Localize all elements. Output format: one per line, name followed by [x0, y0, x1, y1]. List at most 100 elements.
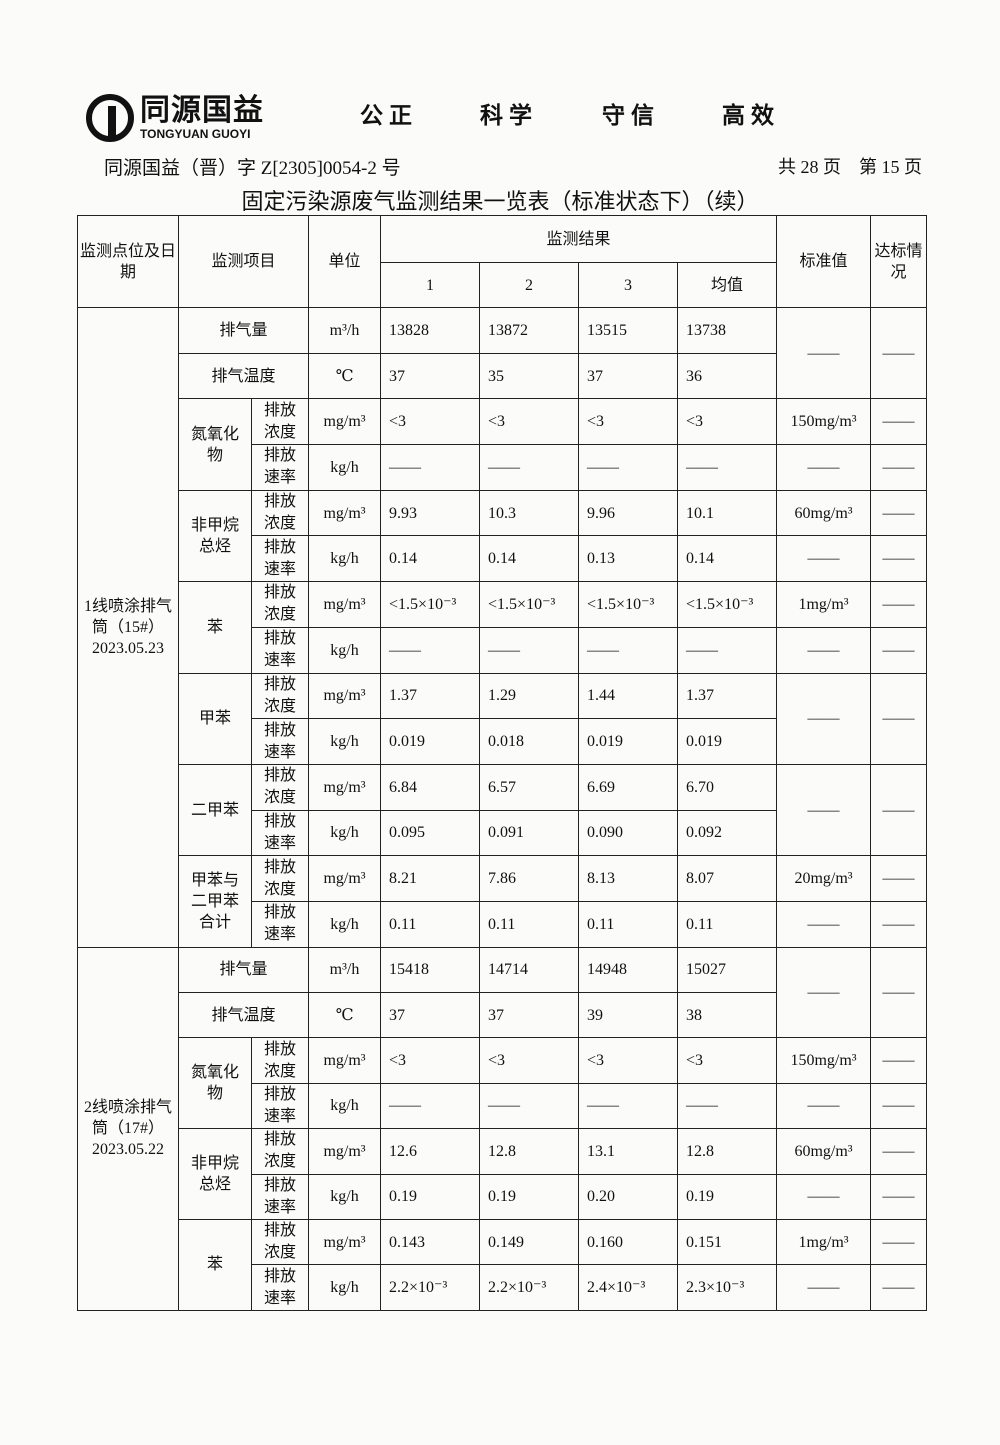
value-cell: 2.2×10⁻³ [479, 1264, 580, 1311]
item-name: 非甲烷总烃 [178, 1128, 252, 1220]
value-cell: —— [578, 1082, 679, 1130]
value-cell: 8.07 [677, 855, 778, 902]
value-cell: —— [479, 444, 580, 491]
unit-cell: kg/h [308, 1173, 382, 1220]
item-sub: 排放速率 [250, 809, 310, 857]
value-cell: 35 [479, 352, 580, 400]
logo-icon [86, 94, 134, 142]
value-cell: 37 [479, 992, 580, 1039]
value-cell: 12.6 [380, 1128, 481, 1175]
table-row: 二甲苯 排放浓度 mg/m³ 6.84 6.57 6.69 6.70 —— —— [78, 763, 928, 857]
header-run-3: 3 [578, 262, 679, 308]
value-cell: 15418 [380, 946, 481, 994]
value-cell: 0.092 [677, 809, 778, 857]
value-cell: <3 [380, 398, 481, 446]
value-cell: <3 [677, 398, 778, 446]
compliance-cell: —— [870, 1173, 928, 1220]
value-cell: 13828 [380, 307, 481, 354]
item-name: 甲苯 [178, 672, 252, 765]
header-results: 监测结果 [380, 215, 778, 263]
value-cell: —— [479, 626, 580, 674]
unit-cell: m³/h [308, 946, 382, 994]
unit-cell: mg/m³ [308, 763, 382, 811]
compliance-cell: —— [870, 1082, 928, 1130]
value-cell: 10.1 [677, 489, 778, 537]
compliance-cell: —— [870, 444, 928, 491]
motto-3: 守信 [602, 103, 660, 129]
value-cell: 0.14 [479, 535, 580, 583]
document-number: 同源国益（晋）字 Z[2305]0054-2 号 [104, 158, 401, 179]
compliance-cell: —— [870, 398, 928, 446]
unit-cell: mg/m³ [308, 1218, 382, 1266]
value-cell: 13.1 [578, 1128, 679, 1175]
compliance-cell: —— [870, 855, 928, 902]
value-cell: 2.4×10⁻³ [578, 1264, 679, 1311]
table-row: 排放速率 kg/h 0.095 0.091 0.090 0.092 [78, 809, 927, 857]
item-sub: 排放速率 [250, 1173, 310, 1220]
value-cell: 0.149 [479, 1218, 580, 1266]
value-cell: 0.19 [677, 1173, 778, 1220]
unit-cell: kg/h [308, 444, 382, 491]
unit-cell: mg/m³ [308, 489, 382, 537]
table-row: 排放速率 kg/h 0.19 0.19 0.20 0.19 —— —— [78, 1173, 928, 1220]
motto-1: 公正 [360, 103, 418, 129]
value-cell: 0.11 [479, 900, 580, 948]
value-cell: —— [380, 1082, 481, 1130]
value-cell: 0.091 [479, 809, 580, 857]
standard-cell: —— [776, 946, 872, 1039]
value-cell: 13738 [677, 307, 778, 354]
standard-cell: 150mg/m³ [776, 398, 872, 446]
value-cell: 0.13 [578, 535, 679, 583]
value-cell: 14948 [578, 946, 679, 994]
compliance-cell: —— [870, 900, 928, 948]
value-cell: 8.13 [578, 855, 679, 902]
standard-cell: —— [776, 1082, 872, 1130]
table-row: 非甲烷总烃 排放浓度 mg/m³ 9.93 10.3 9.96 10.1 60mg/m³ —— [78, 489, 928, 583]
header-run-2: 2 [479, 262, 580, 308]
table-row: 排气温度 ℃ 37 37 39 38 [78, 992, 927, 1039]
header-location: 监测点位及日期 [77, 215, 179, 308]
item-sub: 排放速率 [250, 900, 310, 948]
compliance-cell: —— [870, 626, 928, 674]
value-cell: 37 [578, 352, 679, 400]
item-sub: 排放浓度 [250, 1037, 310, 1084]
standard-cell: 1mg/m³ [776, 581, 872, 628]
item-name: 氮氧化物 [178, 1037, 252, 1130]
value-cell: 38 [677, 992, 778, 1039]
value-cell: —— [380, 444, 481, 491]
unit-cell: kg/h [308, 900, 382, 948]
table-row: 1线喷涂排气筒（15#）2023.05.23 排气量 m³/h 13828 13872 1… [77, 306, 928, 948]
value-cell: <3 [380, 1037, 481, 1084]
standard-cell: —— [776, 900, 872, 948]
standard-cell: —— [776, 1173, 872, 1220]
value-cell: 0.018 [479, 718, 580, 765]
unit-cell: mg/m³ [308, 672, 382, 720]
unit-cell: kg/h [308, 626, 382, 674]
compliance-cell: —— [870, 1037, 928, 1084]
logo-name-en: TONGYUAN GUOYI [140, 127, 251, 141]
item-name: 排气温度 [177, 352, 310, 400]
value-cell: <3 [479, 398, 580, 446]
value-cell: 37 [380, 352, 481, 400]
header-item: 监测项目 [177, 215, 310, 308]
item-sub: 排放浓度 [250, 672, 310, 720]
value-cell: 1.44 [578, 672, 679, 720]
value-cell: 15027 [677, 946, 778, 994]
compliance-cell: —— [870, 1128, 928, 1175]
value-cell: 0.14 [380, 535, 481, 583]
table-row: 2线喷涂排气筒（17#）2023.05.22 排气量 m³/h 15418 14714 1… [77, 946, 928, 1311]
header-run-avg: 均值 [677, 262, 778, 308]
table-row: 排放速率 kg/h —— —— —— —— —— —— [78, 1082, 928, 1130]
value-cell: 7.86 [479, 855, 580, 902]
item-sub: 排放速率 [250, 718, 310, 765]
table-title: 固定污染源废气监测结果一览表（标准状态下）（续） [241, 189, 759, 214]
item-sub: 排放速率 [250, 1264, 310, 1311]
value-cell: 39 [578, 992, 679, 1039]
table-row: 排气温度 ℃ 37 35 37 36 [78, 352, 927, 400]
motto-4: 高效 [722, 103, 780, 129]
value-cell: 0.160 [578, 1218, 679, 1266]
standard-cell: 60mg/m³ [776, 489, 872, 537]
value-cell: —— [677, 1082, 778, 1130]
value-cell: 0.143 [380, 1218, 481, 1266]
